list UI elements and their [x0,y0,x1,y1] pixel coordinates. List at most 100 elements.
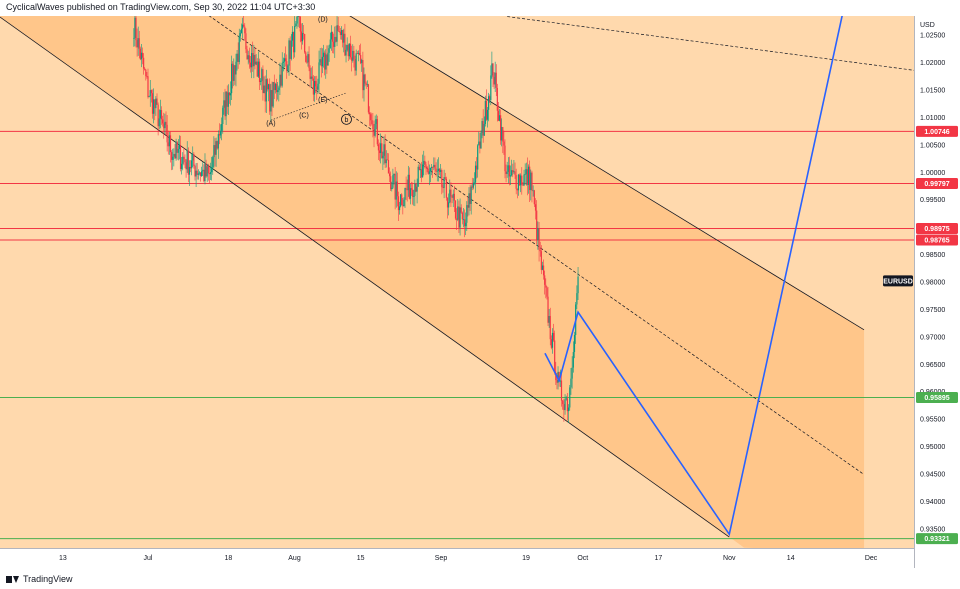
time-axis[interactable]: 13 Jul 18 Aug 15 Sep 19 Oct 17 Nov 14 Dec [59,555,878,562]
candle-body [241,24,244,29]
candle [488,92,490,122]
candle-body [429,167,432,172]
candle-body [492,63,494,78]
candle-body [302,33,305,34]
candle [261,67,263,90]
candle [402,198,404,215]
candle [253,44,255,79]
candle [264,75,266,113]
candle [406,179,408,202]
footer-brand[interactable]: TradingView [23,574,73,584]
candle-body [357,53,360,54]
candle-body [491,63,493,76]
time-tick-label: Jul [144,555,153,562]
candle [377,139,380,160]
candle-body [559,380,561,382]
candle-body [175,141,177,159]
candle [215,137,217,167]
candle-body [459,207,461,228]
price-axis[interactable]: USD 1.02500 1.02000 1.01500 1.01000 1.00500 1.… [920,22,945,533]
candle [444,172,446,181]
candle-body [516,188,518,191]
candle [159,99,161,129]
candle [530,169,532,201]
candle [430,164,433,176]
candle-body [342,29,344,43]
candle-body [388,173,391,177]
eurusd-chart[interactable]: (D) (E) (C) (A) b USD 1.02500 1.02000 1.01500 1.… [0,16,960,568]
candle [271,81,273,117]
candle-body [544,275,546,285]
candle-body [349,43,352,58]
price-tags: 1.00746 0.99797 0.98975 0.98765 0.95895 0.933… [883,125,958,545]
candle-body [325,54,327,70]
candle-body [396,181,398,197]
candle-body [198,172,201,174]
candle-body [245,33,247,50]
candle [408,167,410,200]
candle [162,115,164,127]
candle [514,162,516,179]
price-tag-label: 0.98765 [924,238,949,245]
price-tag-support: 0.93321 [916,533,958,545]
candle [191,153,193,176]
candle [232,61,234,89]
candle-body [334,36,336,47]
candle [279,62,281,95]
candle [435,162,437,177]
candle-body [199,172,202,176]
candle [339,28,342,40]
candle [322,44,325,68]
candle-body [205,163,207,177]
candle-body [147,76,149,98]
candle-body [571,367,573,379]
time-tick-label: 13 [59,555,67,562]
price-tag-label: 0.98975 [924,226,949,233]
candle-body [558,371,560,382]
candle-body [530,172,532,191]
candle [198,171,201,176]
candle [145,68,147,81]
author-name[interactable]: CyclicalWaves [6,2,65,12]
candle-body [353,50,355,60]
candle [551,328,554,354]
candle-body [298,16,300,17]
candle [533,189,535,208]
candle [178,135,181,160]
price-tick-label: 0.94500 [920,471,945,478]
candle-body [562,400,564,405]
candle [141,47,144,65]
candle [434,157,436,173]
candle-body [189,166,192,169]
plot-area[interactable]: (D) (E) (C) (A) b [0,16,914,548]
candle [298,16,300,28]
candle [384,134,386,168]
candle [186,141,188,173]
candle-body [287,65,289,71]
candle-body [301,33,304,42]
candle-body [488,96,490,110]
candle [428,164,430,186]
candle [440,164,442,179]
candle-body [495,72,497,88]
candle-body [500,115,502,141]
candle [277,82,279,100]
candle-body [509,175,512,177]
candle-body [362,60,364,91]
candle-body [395,181,397,200]
candle-body [213,145,215,158]
candle [525,162,527,186]
candle-body [367,84,370,113]
candle [490,65,492,106]
candle [545,278,547,299]
candle [329,32,331,49]
candle [564,394,566,415]
candle [289,36,291,71]
chart-area[interactable]: (D) (E) (C) (A) b USD 1.02500 1.02000 1.01500 1.… [0,16,960,568]
candle [165,111,167,135]
candle-body [265,79,267,102]
candle-body [179,145,182,169]
candle-body [397,196,400,211]
candle-body [182,156,184,164]
candle-body [406,189,408,191]
